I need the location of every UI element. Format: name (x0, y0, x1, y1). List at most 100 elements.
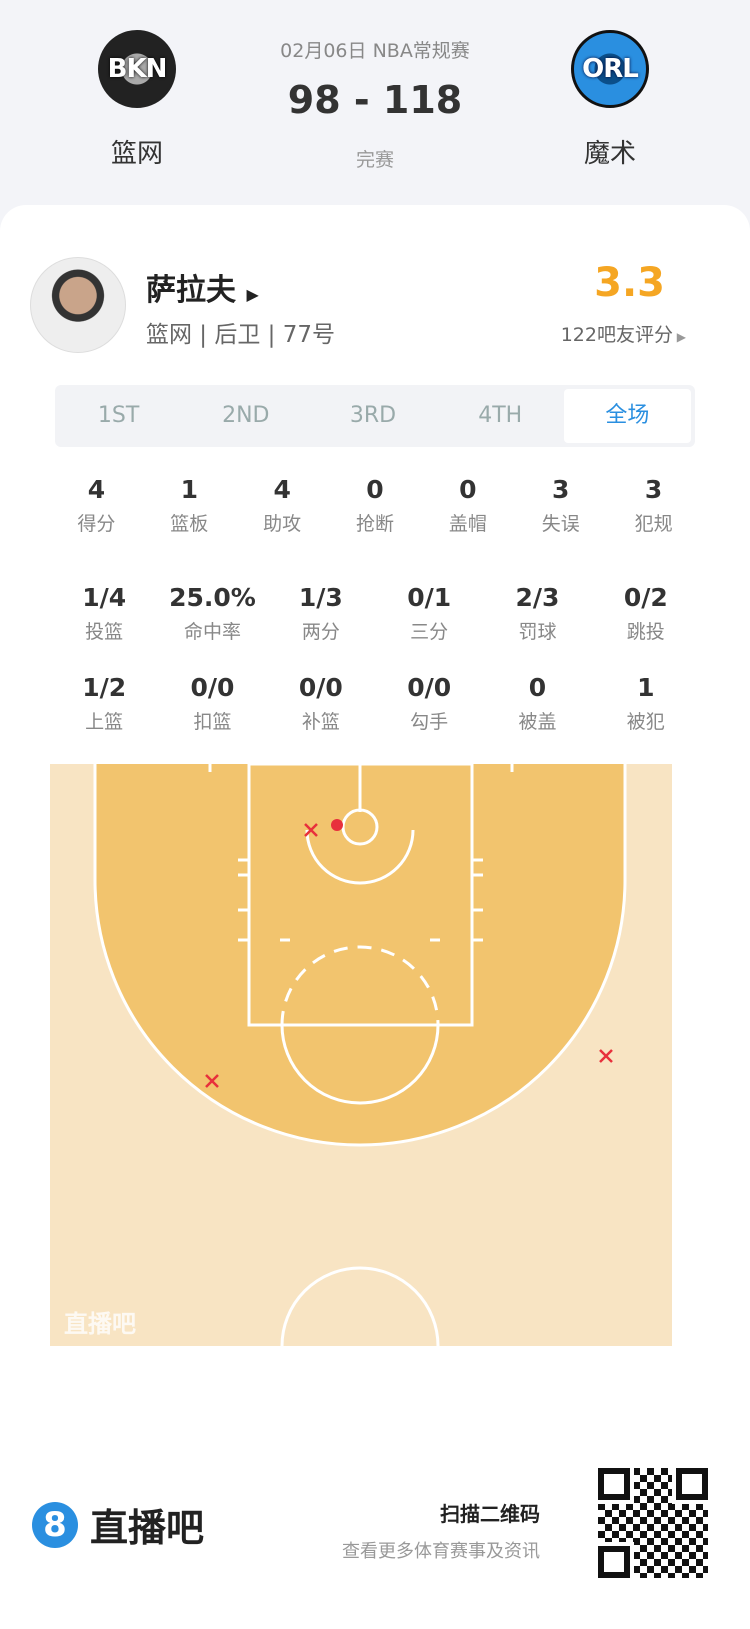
three-point-area (95, 764, 625, 1145)
rating-count: 122吧友评分 (560, 324, 673, 346)
period-tabs: 1ST 2ND 3RD 4TH 全场 (55, 385, 695, 447)
stat-label: 盖帽 (448, 513, 487, 535)
stat-cell: 3 犯规 (607, 475, 700, 536)
stat-value: 3 (552, 475, 570, 504)
stat-cell: 4 助攻 (236, 475, 329, 536)
tab-full-game[interactable]: 全场 (563, 389, 692, 443)
stat-label: 勾手 (410, 711, 449, 733)
stat-value: 2/3 (515, 583, 560, 612)
stat-value: 0/0 (298, 673, 343, 702)
stat-cell: 2/3 罚球 (483, 583, 591, 644)
stat-cell: 0 盖帽 (421, 475, 514, 536)
stat-label: 被犯 (626, 711, 665, 733)
stat-label: 补篮 (301, 711, 340, 733)
player-info: 篮网 | 后卫 | 77号 (146, 322, 336, 348)
stat-label: 犯规 (634, 513, 673, 535)
stat-value: 1/2 (82, 673, 127, 702)
stat-cell: 0/0 勾手 (375, 673, 483, 734)
stat-cell: 0/2 跳投 (592, 583, 700, 644)
stat-label: 上篮 (85, 711, 124, 733)
stat-value: 1/4 (82, 583, 127, 612)
three-point-line (93, 764, 627, 1147)
stat-label: 投篮 (85, 621, 124, 643)
stat-label: 抢断 (356, 513, 395, 535)
stats-row: 1/2 上篮 0/0 扣篮 0/0 补篮 0/0 勾手 0 被盖 1 被犯 (50, 673, 700, 734)
tab-4th[interactable]: 4TH (478, 403, 523, 428)
stat-cell: 1/2 上篮 (50, 673, 158, 734)
player-name-link[interactable]: 萨拉夫 ▶ (146, 265, 259, 309)
scan-subtitle: 查看更多体育赛事及资讯 (342, 1541, 540, 1562)
stat-label: 两分 (301, 621, 340, 643)
stat-value: 0/2 (623, 583, 668, 612)
stat-label: 得分 (77, 513, 116, 535)
stat-cell: 1/4 投篮 (50, 583, 158, 644)
stat-value: 1/3 (298, 583, 343, 612)
brand-icon: 8 (32, 1501, 78, 1548)
stat-label: 助攻 (263, 513, 302, 535)
stat-cell: 0 抢断 (329, 475, 422, 536)
shot-made (331, 819, 343, 831)
stat-value: 1 (637, 673, 655, 702)
watermark: 直播吧 (64, 1310, 136, 1338)
away-team-name[interactable]: 魔术 (583, 139, 636, 169)
game-status: 完赛 (355, 149, 394, 171)
player-avatar[interactable] (30, 257, 126, 353)
stat-cell: 0/1 三分 (375, 583, 483, 644)
stat-label: 命中率 (183, 621, 241, 643)
stat-cell: 1 被犯 (592, 673, 700, 734)
hoop (341, 808, 379, 846)
stat-value: 4 (273, 475, 291, 504)
shot-chart: 直播吧 (50, 764, 672, 1346)
brand-name: 直播吧 (90, 1506, 205, 1550)
stat-value: 0 (528, 673, 547, 702)
shot-missed (304, 823, 318, 837)
stat-value: 0 (459, 475, 477, 504)
stat-label: 失误 (541, 513, 580, 535)
play-arrow-icon: ▶ (246, 285, 259, 304)
stats-row: 4 得分 1 篮板 4 助攻 0 抢断 0 盖帽 3 失误 3 犯规 (50, 475, 700, 536)
away-team-logo[interactable]: ORL (571, 30, 649, 108)
shot-missed (205, 1074, 219, 1088)
stat-label: 跳投 (626, 621, 665, 643)
stat-label: 被盖 (518, 711, 557, 733)
chevron-right-icon: ▶ (672, 330, 686, 344)
paint (247, 764, 474, 1027)
tab-1st[interactable]: 1ST (97, 403, 140, 428)
qr-code (594, 1464, 712, 1582)
game-header: BKN 篮网 02月06日 NBA常规赛 98 - 118 完赛 ORL 魔术 (0, 0, 750, 200)
stat-cell: 25.0% 命中率 (158, 583, 266, 644)
stat-label: 罚球 (518, 621, 557, 643)
stat-value: 0/0 (190, 673, 235, 702)
stat-value: 4 (87, 475, 106, 504)
game-score: 98 - 118 (287, 78, 463, 122)
stat-cell: 0 被盖 (483, 673, 591, 734)
tab-3rd[interactable]: 3RD (349, 403, 397, 428)
stat-value: 1 (180, 475, 198, 504)
shot-missed (599, 1049, 613, 1063)
stat-value: 0 (366, 475, 384, 504)
stat-label: 篮板 (170, 513, 209, 535)
home-team-name[interactable]: 篮网 (110, 139, 163, 169)
stat-label: 三分 (410, 621, 449, 643)
brand-logo: 8 直播吧 (32, 1497, 204, 1552)
home-team-logo[interactable]: BKN (98, 30, 176, 108)
rating-link[interactable]: 122吧友评分 ▶ (561, 320, 686, 347)
tab-2nd[interactable]: 2ND (222, 403, 270, 428)
game-date: 02月06日 NBA常规赛 (280, 40, 470, 62)
stat-label: 扣篮 (193, 711, 232, 733)
stat-cell: 4 得分 (50, 475, 143, 536)
stat-value: 0/0 (407, 673, 452, 702)
stats-row: 1/4 投篮 25.0% 命中率 1/3 两分 0/1 三分 2/3 罚球 0/2 跳投 (50, 583, 700, 644)
center-circle (280, 1266, 440, 1346)
player-name: 萨拉夫 (146, 273, 236, 308)
stat-cell: 1/3 两分 (267, 583, 375, 644)
free-throw-circle-dashed (280, 945, 440, 1026)
stat-value: 25.0% (169, 583, 256, 612)
stat-cell: 0/0 扣篮 (158, 673, 266, 734)
scan-title: 扫描二维码 (440, 1502, 540, 1526)
stat-cell: 0/0 补篮 (267, 673, 375, 734)
stat-cell: 1 篮板 (143, 475, 236, 536)
stat-cell: 3 失误 (514, 475, 607, 536)
player-rating: 3.3 (594, 260, 665, 306)
restricted-area (305, 829, 415, 885)
